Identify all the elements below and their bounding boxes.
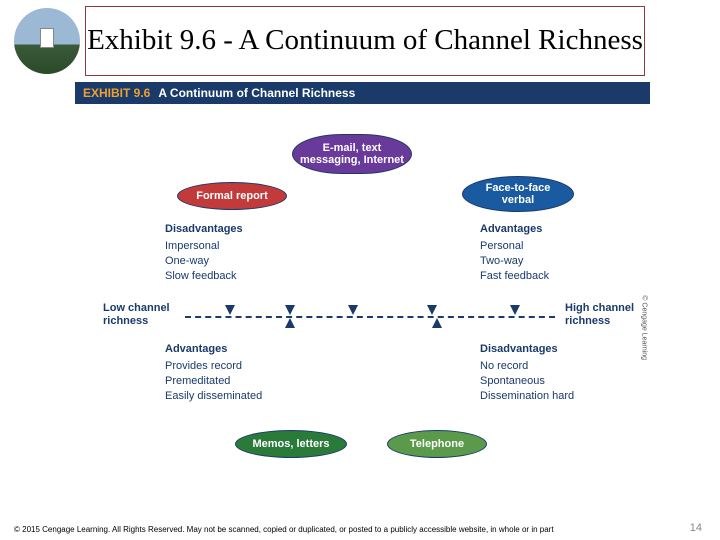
advantages-right: AdvantagesPersonalTwo-wayFast feedback [480,222,549,283]
arrow-down-icon [225,305,235,315]
arrow-down-icon [348,305,358,315]
arrow-up-icon [432,318,442,328]
exhibit-label: A Continuum of Channel Richness [158,86,355,100]
vertical-copyright: © Cengage Learning [641,295,648,360]
bubble-email: E-mail, text messaging, Internet [292,134,412,174]
continuum-line [185,316,555,318]
bubble-memos: Memos, letters [235,430,347,458]
continuum-diagram: E-mail, text messaging, Internet Formal … [75,104,650,494]
axis-low-label: Low channelrichness [103,302,170,328]
bubble-telephone: Telephone [387,430,487,458]
arrow-down-icon [285,305,295,315]
bubble-face-to-face: Face-to-face verbal [462,176,574,212]
lighthouse-logo [14,8,80,74]
exhibit-header-bar: EXHIBIT 9.6 A Continuum of Channel Richn… [75,82,650,104]
footer-copyright: © 2015 Cengage Learning. All Rights Rese… [14,525,554,534]
page-number: 14 [690,522,702,534]
slide-title-box: Exhibit 9.6 - A Continuum of Channel Ric… [85,6,645,76]
disadvantages-right: DisadvantagesNo recordSpontaneousDissemi… [480,342,574,403]
arrow-down-icon [510,305,520,315]
arrow-down-icon [427,305,437,315]
slide-title: Exhibit 9.6 - A Continuum of Channel Ric… [87,25,643,57]
bubble-formal-report: Formal report [177,182,287,210]
axis-high-label: High channelrichness [565,302,634,328]
disadvantages-left: DisadvantagesImpersonalOne-waySlow feedb… [165,222,243,283]
advantages-left: AdvantagesProvides recordPremeditatedEas… [165,342,262,403]
exhibit-number: EXHIBIT 9.6 [83,86,150,100]
arrow-up-icon [285,318,295,328]
